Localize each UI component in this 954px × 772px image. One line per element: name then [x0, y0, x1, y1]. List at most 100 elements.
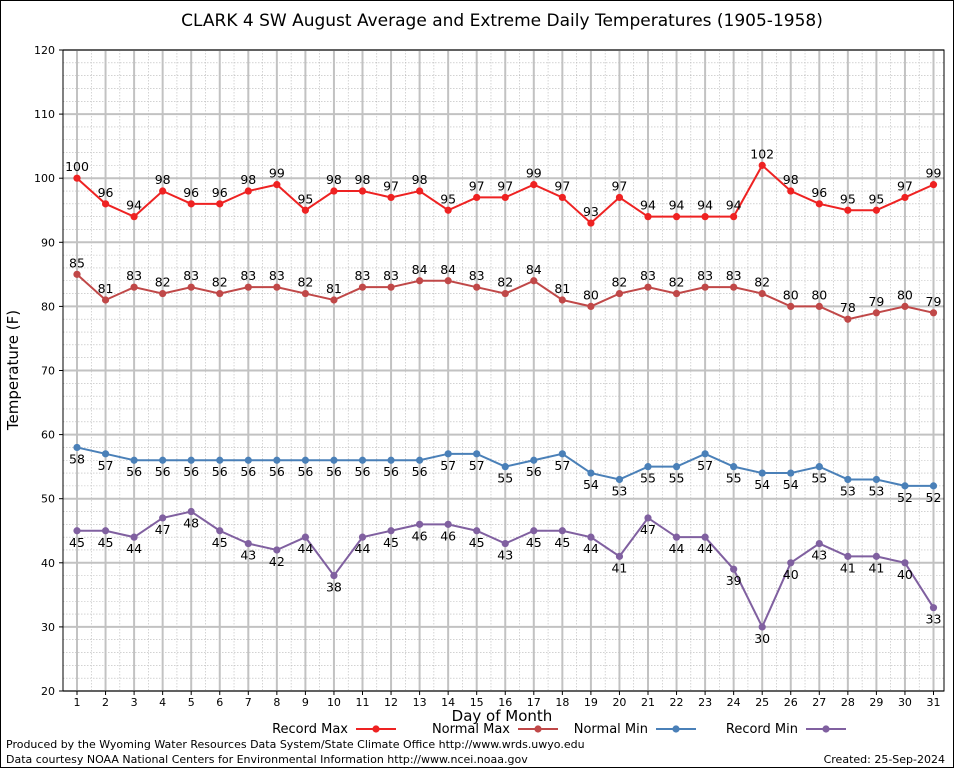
- x-tick-label: 28: [841, 696, 855, 709]
- data-label: 81: [98, 281, 114, 296]
- data-label: 56: [212, 464, 228, 479]
- data-point: [473, 193, 481, 202]
- data-point: [501, 289, 509, 298]
- data-point: [273, 456, 281, 464]
- data-point: [444, 450, 452, 458]
- data-label: 55: [726, 471, 742, 486]
- data-point: [872, 552, 881, 560]
- data-label: 56: [183, 464, 199, 479]
- x-tick-label: 15: [470, 696, 484, 709]
- data-point: [701, 533, 709, 541]
- data-label: 57: [469, 458, 485, 473]
- footer-produced-by: Produced by the Wyoming Water Resources …: [6, 738, 585, 751]
- data-label: 80: [783, 287, 799, 302]
- data-point: [301, 533, 309, 541]
- data-label: 57: [554, 458, 570, 473]
- data-point: [530, 527, 538, 535]
- data-point: [501, 463, 509, 471]
- data-label: 56: [155, 464, 171, 479]
- x-tick-label: 8: [273, 696, 280, 709]
- data-point: [216, 527, 224, 535]
- data-label: 102: [750, 146, 774, 161]
- data-point: [815, 539, 823, 548]
- data-point: [273, 546, 281, 554]
- data-point: [130, 533, 138, 541]
- data-point: [615, 475, 624, 484]
- data-label: 84: [526, 262, 542, 277]
- minor-grid: [63, 50, 944, 691]
- data-point: [387, 193, 395, 202]
- data-label: 83: [183, 268, 199, 283]
- data-label: 56: [355, 464, 371, 479]
- legend-label: Record Max: [272, 722, 348, 737]
- data-label: 45: [212, 535, 228, 550]
- data-point: [815, 302, 823, 310]
- chart-title: CLARK 4 SW August Average and Extreme Da…: [181, 11, 823, 31]
- data-label: 98: [412, 172, 428, 187]
- data-point: [929, 309, 938, 317]
- data-point: [558, 527, 566, 535]
- data-point: [872, 309, 881, 317]
- data-point: [358, 187, 367, 195]
- data-point: [701, 283, 709, 291]
- data-point: [73, 174, 81, 182]
- data-label: 82: [611, 275, 627, 290]
- data-label: 55: [811, 471, 827, 486]
- data-point: [501, 193, 509, 202]
- y-axis-ticks: 20 30 40 50 60 70 80 90 100 110 120: [34, 44, 63, 698]
- data-point: [330, 572, 338, 580]
- data-label: 80: [897, 287, 913, 302]
- data-label: 97: [554, 178, 570, 193]
- data-point: [929, 181, 938, 189]
- data-label: 38: [326, 580, 342, 595]
- data-label: 56: [412, 464, 428, 479]
- data-label: 82: [497, 275, 513, 290]
- data-point: [672, 289, 681, 298]
- data-point: [473, 527, 481, 535]
- data-label: 82: [155, 275, 171, 290]
- data-label: 54: [583, 477, 599, 492]
- data-label: 83: [269, 268, 285, 283]
- x-tick-label: 18: [555, 696, 569, 709]
- data-label: 43: [240, 548, 256, 563]
- data-label: 78: [840, 300, 856, 315]
- data-point: [187, 456, 195, 464]
- data-point: [815, 463, 823, 471]
- x-tick-label: 30: [898, 696, 912, 709]
- data-label: 55: [497, 471, 513, 486]
- data-label: 53: [840, 483, 856, 498]
- legend-label: Normal Min: [574, 722, 648, 737]
- data-point: [244, 187, 252, 195]
- data-label: 80: [583, 287, 599, 302]
- data-point: [787, 187, 795, 195]
- data-point: [672, 533, 681, 541]
- data-label: 99: [526, 166, 542, 181]
- x-tick-label: 5: [188, 696, 195, 709]
- data-point: [615, 552, 624, 560]
- data-point: [330, 456, 338, 464]
- y-tick-label: 40: [41, 557, 55, 570]
- data-point: [244, 539, 252, 548]
- data-point: [159, 514, 167, 522]
- data-point: [558, 296, 566, 304]
- x-tick-label: 26: [784, 696, 798, 709]
- data-label: 98: [155, 172, 171, 187]
- x-tick-label: 22: [670, 696, 684, 709]
- y-tick-label: 100: [34, 172, 55, 185]
- legend-swatch-marker: [534, 725, 542, 733]
- data-point: [216, 289, 224, 298]
- x-tick-label: 6: [216, 696, 223, 709]
- data-point: [587, 302, 595, 310]
- data-label: 45: [554, 535, 570, 550]
- data-label: 44: [583, 541, 599, 556]
- data-label: 81: [554, 281, 570, 296]
- data-point: [444, 277, 452, 285]
- data-point: [644, 213, 652, 221]
- data-label: 96: [98, 185, 114, 200]
- data-point: [130, 283, 138, 291]
- legend-label: Normal Max: [432, 722, 510, 737]
- data-point: [615, 289, 624, 298]
- data-label: 83: [640, 268, 656, 283]
- data-point: [844, 475, 852, 484]
